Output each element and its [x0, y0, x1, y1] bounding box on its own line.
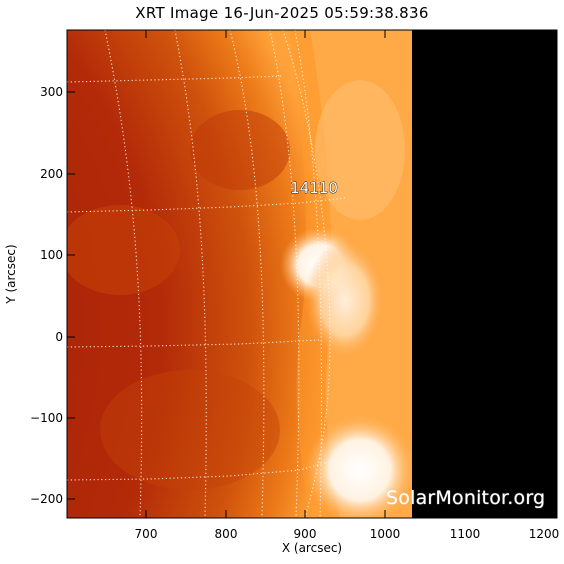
- plot-frame: [66, 29, 558, 519]
- y-axis-ticks: [67, 91, 557, 500]
- y-tick-label: 300: [40, 85, 63, 99]
- y-tick-label: 0: [55, 330, 63, 344]
- lower-bright-region: [305, 415, 412, 518]
- active-region-label: 14110: [290, 179, 338, 197]
- x-tick-label: 900: [294, 527, 317, 541]
- x-tick-label: 1100: [450, 527, 481, 541]
- x-axis-label: X (arcsec): [282, 541, 342, 555]
- x-tick-label: 800: [215, 527, 238, 541]
- x-axis-ticks: [145, 30, 545, 518]
- heliographic-grid: [67, 30, 346, 518]
- no-data-region: [412, 30, 557, 518]
- x-tick-label: 1200: [529, 527, 560, 541]
- y-tick-label: 100: [40, 248, 63, 262]
- image-title: XRT Image 16-Jun-2025 05:59:38.836: [135, 4, 429, 22]
- y-tick-label: 200: [40, 167, 63, 181]
- x-tick-label: 1000: [370, 527, 401, 541]
- y-tick-label: −200: [30, 492, 63, 506]
- watermark: SolarMonitor.org: [386, 487, 546, 509]
- y-tick-label: −100: [30, 411, 63, 425]
- corona: [67, 30, 412, 518]
- x-tick-label: 700: [135, 527, 158, 541]
- y-axis-label: Y (arcsec): [4, 244, 18, 304]
